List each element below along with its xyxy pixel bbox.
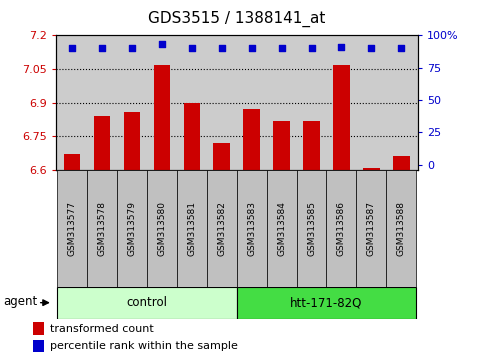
Bar: [356, 170, 386, 287]
Bar: [207, 170, 237, 287]
Point: [68, 46, 76, 51]
Bar: [393, 156, 410, 170]
Bar: [386, 170, 416, 287]
Point: [218, 46, 226, 51]
Bar: [57, 170, 87, 287]
Bar: [243, 109, 260, 170]
Text: percentile rank within the sample: percentile rank within the sample: [50, 341, 238, 351]
Text: GSM313584: GSM313584: [277, 201, 286, 256]
Bar: [117, 170, 147, 287]
Bar: [184, 103, 200, 170]
Point: [338, 44, 345, 50]
Bar: [124, 112, 140, 170]
Point: [128, 46, 136, 51]
Text: agent: agent: [3, 295, 37, 308]
Text: GSM313588: GSM313588: [397, 201, 406, 256]
Bar: [303, 121, 320, 170]
Point: [368, 46, 375, 51]
Text: GSM313587: GSM313587: [367, 201, 376, 256]
Bar: [33, 340, 44, 352]
Bar: [177, 170, 207, 287]
Point: [98, 46, 106, 51]
Bar: [333, 64, 350, 170]
Bar: [94, 116, 110, 170]
Bar: [363, 168, 380, 170]
Text: GSM313585: GSM313585: [307, 201, 316, 256]
Text: GSM313578: GSM313578: [98, 201, 106, 256]
Text: GSM313577: GSM313577: [68, 201, 76, 256]
Bar: [147, 170, 177, 287]
Text: GSM313582: GSM313582: [217, 201, 226, 256]
Bar: [327, 170, 356, 287]
Point: [398, 46, 405, 51]
Bar: [87, 170, 117, 287]
Bar: [273, 121, 290, 170]
Bar: [33, 322, 44, 335]
Point: [188, 46, 196, 51]
Bar: [237, 170, 267, 287]
Bar: [57, 287, 237, 319]
Bar: [297, 170, 327, 287]
Point: [248, 46, 256, 51]
Bar: [213, 143, 230, 170]
Bar: [237, 287, 416, 319]
Text: GSM313583: GSM313583: [247, 201, 256, 256]
Point: [158, 42, 166, 47]
Bar: [154, 64, 170, 170]
Bar: [64, 154, 80, 170]
Text: htt-171-82Q: htt-171-82Q: [290, 296, 363, 309]
Text: GDS3515 / 1388141_at: GDS3515 / 1388141_at: [148, 11, 326, 27]
Text: GSM313581: GSM313581: [187, 201, 196, 256]
Bar: [267, 170, 297, 287]
Text: control: control: [127, 296, 167, 309]
Text: GSM313586: GSM313586: [337, 201, 346, 256]
Text: transformed count: transformed count: [50, 324, 154, 333]
Text: GSM313579: GSM313579: [128, 201, 136, 256]
Text: GSM313580: GSM313580: [157, 201, 166, 256]
Point: [308, 46, 315, 51]
Point: [278, 46, 285, 51]
